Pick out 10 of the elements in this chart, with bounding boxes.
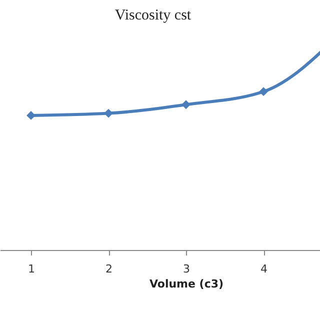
point [26, 110, 36, 120]
point [104, 108, 113, 118]
x-tick-label: 3 [183, 262, 190, 276]
x-tick-label: 1 [28, 262, 35, 276]
chart-title: Viscosity cst [114, 8, 192, 24]
point [182, 100, 190, 110]
x-tick-label: 4 [260, 262, 268, 276]
x-axis-title: Volume (c3) [149, 278, 224, 290]
point [259, 87, 268, 96]
x-tick-label: 2 [106, 262, 112, 276]
